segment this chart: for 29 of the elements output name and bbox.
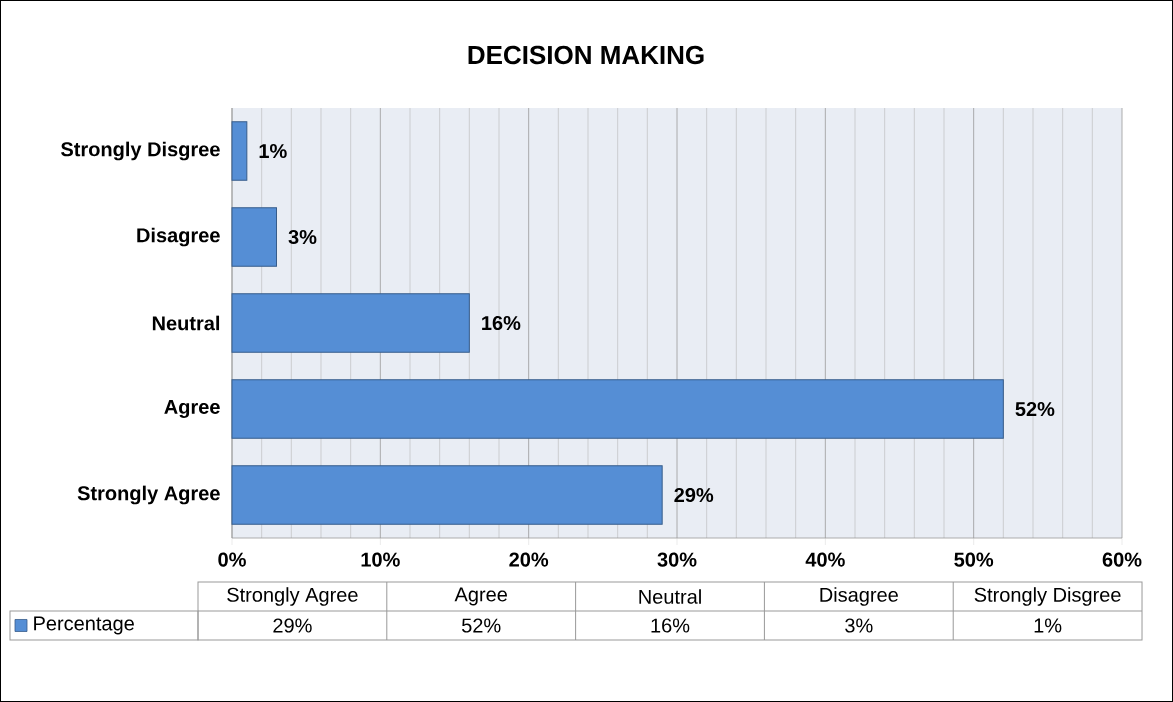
x-tick-label: 20%	[509, 552, 549, 567]
data-label: 29%	[674, 487, 714, 503]
category-label: Agree	[454, 587, 507, 606]
y-tick-label: Agree	[164, 400, 220, 418]
text: 52%	[461, 618, 501, 633]
x-tick-label: 30%	[657, 552, 697, 567]
y-tick-label: Neutral	[152, 315, 220, 331]
category-label: Strongly Disgree	[974, 587, 1121, 606]
y-tick-label: Strongly Agree	[77, 485, 220, 505]
chart-title: DECISION MAKING	[468, 45, 704, 65]
x-tick-label: 40%	[805, 552, 845, 567]
category-label: Disagree	[820, 587, 898, 606]
data-label: 1%	[259, 143, 287, 159]
y-tick-label: Strongly Disgree	[61, 141, 220, 161]
x-tick-label: 0%	[218, 552, 246, 567]
y-tick-label: Disagree	[137, 227, 220, 247]
category-label: Neutral	[639, 589, 701, 604]
text: 1%	[1034, 618, 1062, 633]
data-label: 52%	[1015, 401, 1055, 417]
legend-label: Percentage	[34, 616, 134, 635]
x-tick-label: 60%	[1102, 552, 1142, 567]
data-label: 16%	[482, 315, 521, 331]
data-label: 3%	[288, 229, 317, 245]
text: 3%	[845, 618, 873, 633]
x-tick-label: 50%	[954, 552, 994, 567]
text: 29%	[273, 618, 312, 633]
text: 16%	[651, 618, 690, 633]
x-tick-label: 10%	[361, 552, 400, 567]
category-label: Strongly Agree	[227, 587, 358, 606]
